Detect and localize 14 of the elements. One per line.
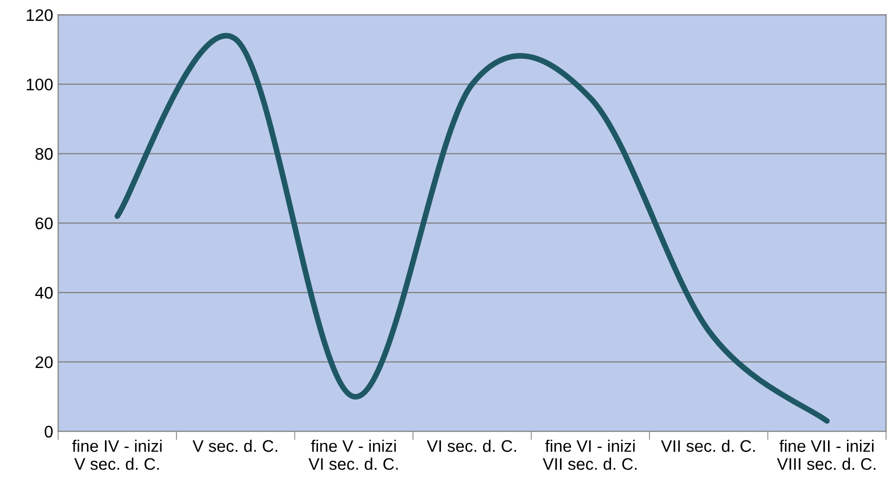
y-tick-label: 100 [26,78,53,90]
y-tick-label: 40 [35,286,53,299]
x-tick-label: VI sec. d. C. [426,440,516,452]
x-tick-label: fine V - inizi VI sec. d. C. [308,440,398,470]
y-tick-label: 120 [26,9,53,21]
y-tick-label: 0 [44,426,53,438]
x-tick-label: fine IV - inizi V sec. d. C. [72,440,162,470]
x-tick-label: V sec. d. C. [192,440,278,452]
x-tick-label: VII sec. d. C. [661,440,755,452]
y-tick-label: 20 [36,356,53,368]
x-tick-label: fine VII - inizi VIII sec. d. C. [776,440,876,470]
y-tick-label: 60 [36,217,53,230]
y-tick-label: 80 [36,148,53,160]
x-tick-label: fine VI - inizi VII sec. d. C. [542,440,637,470]
